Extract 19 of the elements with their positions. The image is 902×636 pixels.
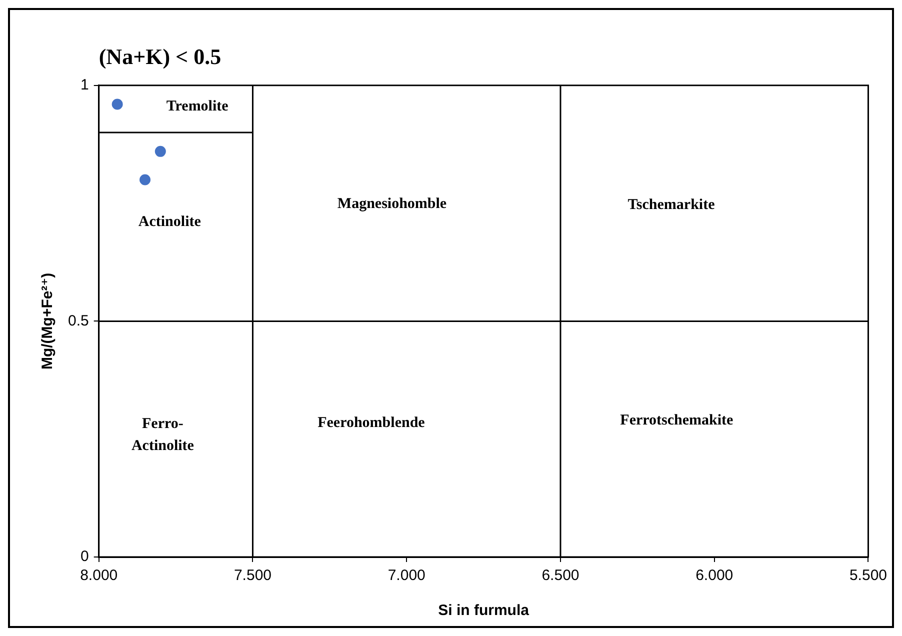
annotation: Actinolite (138, 214, 202, 230)
y-axis-title: Mg/(Mg+Fe²⁺) (39, 272, 56, 370)
annotation: Magnesiohomble (337, 196, 447, 212)
annotation: Ferro- Actinolite (131, 416, 194, 454)
x-tick-label: 7.000 (388, 567, 426, 584)
x-tick-label: 7.500 (234, 567, 272, 584)
annotation: Ferrotschemakite (620, 412, 734, 429)
annotation: Tremolite (166, 98, 229, 114)
y-tick-label: 1 (80, 76, 89, 94)
y-tick-label: 0.5 (68, 312, 89, 330)
x-tick-label: 6.000 (696, 567, 734, 584)
annotation: Feerohomblende (318, 414, 426, 431)
x-tick-label: 8.000 (80, 567, 118, 584)
x-tick-label: 5.500 (849, 567, 888, 584)
x-axis-title: Si in furmula (438, 602, 530, 620)
annotation: Tschemarkite (628, 197, 716, 214)
y-tick-label: 0 (80, 548, 89, 566)
x-tick-label: 6.500 (542, 567, 580, 584)
chart-title: (Na+K) < 0.5 (98, 44, 222, 69)
